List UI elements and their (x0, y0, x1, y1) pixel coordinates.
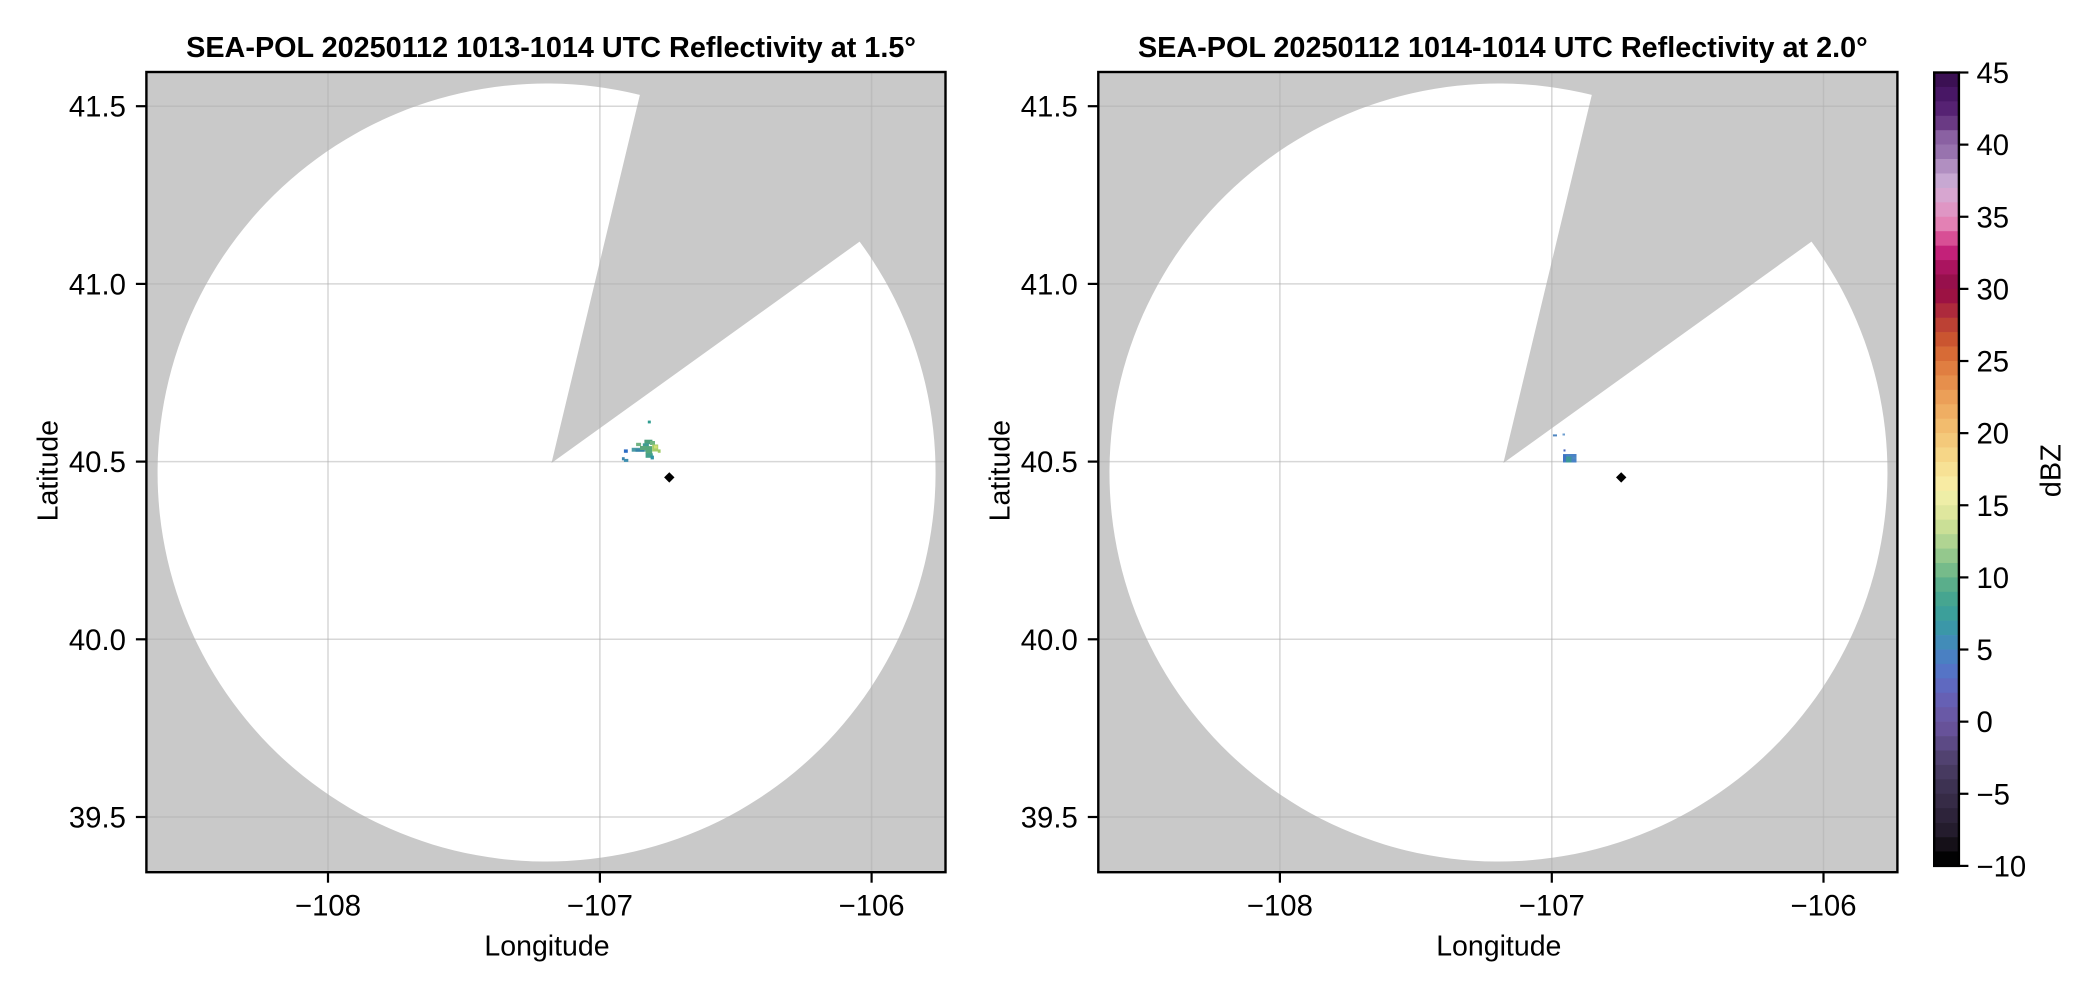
svg-text:40.5: 40.5 (1021, 446, 1078, 479)
svg-text:SEA-POL 20250112 1014-1014 UTC: SEA-POL 20250112 1014-1014 UTC Reflectiv… (1138, 32, 1868, 64)
svg-text:40.0: 40.0 (1021, 624, 1078, 657)
svg-text:30: 30 (1977, 273, 2010, 306)
svg-text:−108: −108 (295, 889, 361, 922)
svg-text:−5: −5 (1977, 778, 2010, 811)
svg-text:40.5: 40.5 (69, 446, 126, 479)
svg-text:25: 25 (1977, 346, 2010, 379)
svg-text:41.5: 41.5 (1021, 91, 1078, 124)
svg-text:40.0: 40.0 (69, 624, 126, 657)
svg-text:Longitude: Longitude (1436, 930, 1561, 962)
svg-text:Longitude: Longitude (484, 930, 609, 962)
svg-text:−108: −108 (1247, 889, 1313, 922)
svg-text:35: 35 (1977, 201, 2010, 234)
svg-text:dBZ: dBZ (2035, 444, 2067, 497)
svg-text:41.0: 41.0 (1021, 268, 1078, 301)
svg-text:SEA-POL 20250112 1013-1014 UTC: SEA-POL 20250112 1013-1014 UTC Reflectiv… (186, 32, 916, 64)
svg-text:20: 20 (1977, 418, 2010, 451)
svg-text:−107: −107 (567, 889, 633, 922)
svg-text:10: 10 (1977, 562, 2010, 595)
svg-text:5: 5 (1977, 634, 1993, 667)
svg-text:−10: −10 (1977, 850, 2027, 883)
svg-text:39.5: 39.5 (69, 802, 126, 835)
svg-text:41.5: 41.5 (69, 91, 126, 124)
svg-text:Latitude: Latitude (985, 420, 1017, 521)
svg-text:39.5: 39.5 (1021, 802, 1078, 835)
svg-text:Latitude: Latitude (33, 420, 65, 521)
svg-text:−106: −106 (839, 889, 905, 922)
svg-text:0: 0 (1977, 706, 1993, 739)
svg-text:15: 15 (1977, 490, 2010, 523)
svg-text:−106: −106 (1791, 889, 1857, 922)
svg-text:45: 45 (1977, 57, 2010, 90)
svg-text:−107: −107 (1519, 889, 1585, 922)
svg-text:41.0: 41.0 (69, 268, 126, 301)
svg-text:40: 40 (1977, 129, 2010, 162)
